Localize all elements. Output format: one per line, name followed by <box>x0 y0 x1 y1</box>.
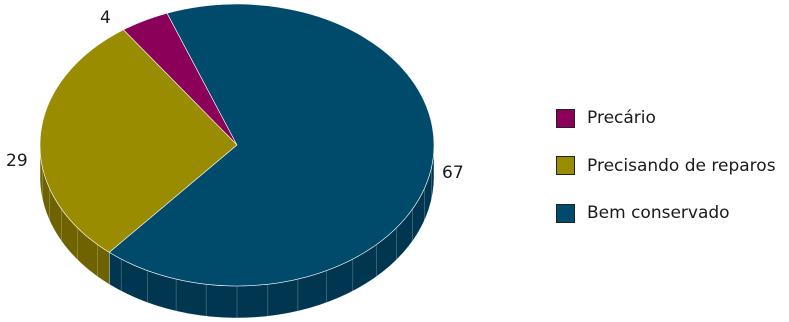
data-label-precario: 4 <box>100 8 111 28</box>
legend-swatch-bem-conservado <box>556 203 575 223</box>
legend: Precário Precisando de reparos Bem conse… <box>556 106 776 249</box>
legend-label-precario: Precário <box>587 108 656 128</box>
legend-label-bem-conservado: Bem conservado <box>587 203 730 223</box>
slice-bem-conservado <box>108 3 435 287</box>
legend-swatch-precisando <box>556 156 575 175</box>
data-label-bem-conservado: 67 <box>442 163 464 183</box>
data-label-precisando: 29 <box>6 151 28 171</box>
legend-swatch-precario <box>556 108 575 128</box>
legend-item-precisando: Precisando de reparos <box>556 154 776 178</box>
legend-item-precario: Precário <box>556 106 776 130</box>
slice-precisando <box>39 29 238 253</box>
legend-label-precisando: Precisando de reparos <box>587 155 776 176</box>
legend-item-bem-conservado: Bem conservado <box>556 201 776 225</box>
